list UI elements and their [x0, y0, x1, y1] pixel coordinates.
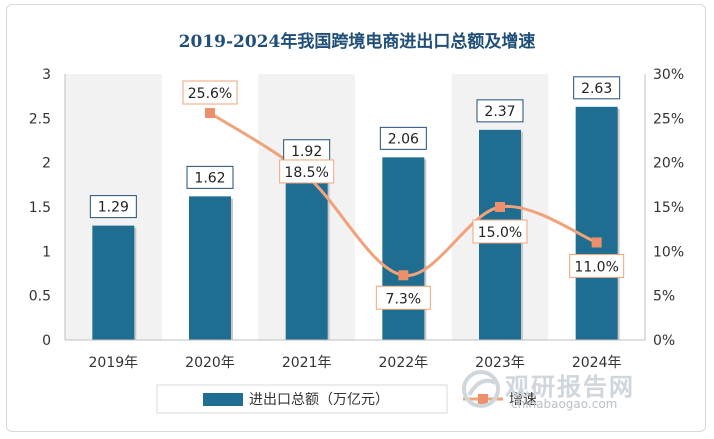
bar	[189, 196, 231, 340]
watermark-url: chinabaogao.com	[511, 397, 618, 411]
chart-svg: 00.511.522.53 0%5%10%15%20%25%30% 2019年 2…	[29, 67, 684, 414]
y-right-tick-label: 10%	[653, 244, 684, 260]
watermark-logo-icon	[462, 370, 500, 408]
bar-value-label: 2.37	[484, 104, 515, 120]
x-tick-label: 2019年	[89, 355, 139, 371]
y-right-tick-label: 25%	[653, 111, 684, 127]
growth-value-label: 11.0%	[574, 259, 618, 275]
y-right-tick-label: 30%	[653, 67, 684, 83]
growth-value-label: 18.5%	[284, 165, 328, 181]
growth-value-label: 25.6%	[188, 86, 232, 102]
x-axis: 2019年 2020年 2021年 2022年 2023年 2024年	[65, 339, 645, 371]
data-labels: 1.29 1.62 1.92 2.06 2.37 2.63 25.6% 18.5% 7.3% 15…	[89, 76, 625, 310]
growth-point	[591, 237, 602, 248]
y-left-tick-label: 0.5	[29, 289, 51, 305]
bar-value-label: 1.92	[291, 144, 322, 160]
y-left-tick-label: 3	[42, 67, 51, 83]
watermark: 观研报告网 chinabaogao.com	[447, 367, 687, 417]
bar	[285, 169, 328, 340]
y-right-tick-label: 15%	[653, 200, 684, 216]
x-tick-label: 2024年	[572, 355, 622, 371]
growth-value-label: 7.3%	[386, 291, 422, 307]
bar	[575, 106, 618, 340]
bar-value-label-box	[186, 165, 234, 189]
growth-value-label-box	[279, 159, 335, 184]
y-left-tick-label: 2	[42, 156, 51, 172]
legend-line-label: 增速	[509, 392, 537, 408]
growth-value-label-box	[182, 80, 238, 105]
bar-value-label-box	[89, 195, 137, 219]
bar-value-label-box	[476, 99, 524, 123]
growth-value-label-box	[472, 219, 528, 244]
bar	[382, 157, 425, 340]
y-right-tick-label: 5%	[653, 289, 675, 305]
chart-frame: 2019-2024年我国跨境电商进出口总额及增速 0 0.5 1 1.5 2 2.5 3 0…	[6, 4, 706, 432]
y-left-tick-label: 1.5	[29, 200, 51, 216]
y-right-tick-label: 0%	[653, 333, 675, 349]
growth-point	[398, 270, 409, 281]
y-left-tick-label: 0	[42, 333, 51, 349]
bar-value-label: 2.06	[388, 131, 419, 147]
growth-point	[495, 202, 505, 212]
legend-bar-label: 进出口总额（万亿元）	[249, 392, 389, 408]
y-right-tick-label: 20%	[653, 156, 684, 172]
watermark-text: 观研报告网	[505, 373, 635, 401]
legend-line-marker	[478, 394, 488, 404]
chart-title: 2019-2024年我国跨境电商进出口总额及增速	[178, 32, 536, 52]
bar-value-label-box	[573, 76, 621, 100]
bar-value-label: 1.29	[98, 200, 129, 216]
y-axis-right: 0% 5% 10% 15% 20% 25% 30%	[644, 67, 684, 349]
bar-value-label: 2.63	[581, 81, 612, 97]
y-axis-left: 0 0.5 1 1.5 2 2.5 3	[29, 67, 66, 349]
legend: 进出口总额（万亿元） 增速	[156, 384, 537, 414]
growth-value-label: 15.0%	[478, 225, 522, 241]
x-tick-label: 2020年	[185, 355, 235, 371]
growth-value-label-box	[569, 253, 625, 278]
growth-point	[205, 108, 215, 119]
x-tick-label: 2022年	[379, 355, 429, 371]
y-left-tick-label: 2.5	[29, 111, 51, 127]
x-tick-label: 2023年	[475, 355, 525, 371]
bar	[92, 225, 135, 340]
bar-value-label: 1.62	[194, 170, 225, 186]
x-tick-label: 2021年	[282, 355, 332, 371]
legend-bar-swatch	[203, 393, 243, 406]
bar-value-label-box	[379, 126, 427, 150]
growth-value-label-box	[375, 285, 431, 310]
y-left-tick-label: 1	[42, 244, 51, 260]
